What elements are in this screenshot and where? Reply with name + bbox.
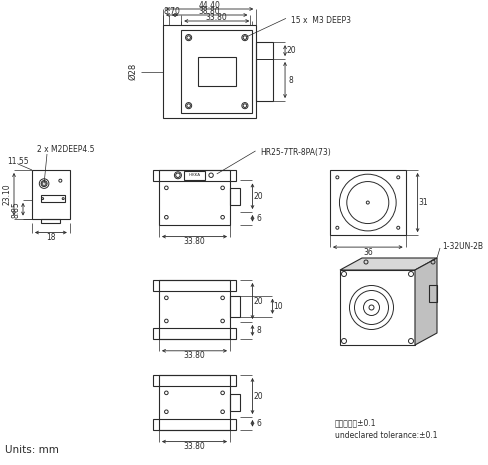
Bar xyxy=(41,219,61,223)
Bar xyxy=(159,170,230,225)
Text: 20: 20 xyxy=(254,192,264,201)
Bar xyxy=(32,170,70,219)
Text: 8: 8 xyxy=(289,75,293,85)
Bar xyxy=(330,170,406,235)
Text: Ø28: Ø28 xyxy=(128,63,138,80)
Polygon shape xyxy=(340,258,437,270)
Bar xyxy=(153,328,236,339)
Bar xyxy=(41,195,65,202)
Bar xyxy=(230,394,241,411)
Text: HIKKA: HIKKA xyxy=(188,173,201,177)
Text: 15 x  M3 DEEP3: 15 x M3 DEEP3 xyxy=(247,16,351,36)
Text: 33.80: 33.80 xyxy=(183,237,205,246)
Text: Units: mm: Units: mm xyxy=(5,445,59,455)
Bar xyxy=(163,25,256,118)
Text: 8: 8 xyxy=(256,326,261,335)
Bar xyxy=(429,286,437,302)
Text: HR25-7TR-8PA(73): HR25-7TR-8PA(73) xyxy=(217,148,331,174)
Bar xyxy=(153,419,236,430)
Polygon shape xyxy=(415,258,437,345)
Text: 38.80: 38.80 xyxy=(199,7,221,15)
Text: 33.80: 33.80 xyxy=(183,442,205,451)
Text: 33.80: 33.80 xyxy=(183,351,205,360)
Text: 8.85: 8.85 xyxy=(12,201,20,218)
Bar xyxy=(181,30,252,113)
Bar xyxy=(159,280,230,339)
Bar xyxy=(153,170,236,180)
Text: 1-32UN-2B: 1-32UN-2B xyxy=(442,241,483,251)
Text: 10: 10 xyxy=(274,302,284,311)
Text: 6: 6 xyxy=(256,214,261,223)
Text: 36: 36 xyxy=(363,247,373,257)
Bar xyxy=(230,188,241,205)
Text: 20: 20 xyxy=(286,46,296,55)
Text: 31: 31 xyxy=(419,198,428,207)
Text: 18: 18 xyxy=(46,233,56,242)
Bar xyxy=(153,280,236,291)
Text: 33.80: 33.80 xyxy=(206,13,227,21)
Bar xyxy=(198,57,236,86)
Bar xyxy=(153,375,236,385)
Text: undeclared tolerance:±0.1: undeclared tolerance:±0.1 xyxy=(335,431,438,440)
Bar xyxy=(159,375,230,430)
Text: 11.55: 11.55 xyxy=(7,157,29,166)
Text: 20: 20 xyxy=(254,297,264,306)
Bar xyxy=(184,171,205,179)
Bar xyxy=(340,270,415,345)
Text: 23.10: 23.10 xyxy=(2,184,12,205)
Text: 8.70: 8.70 xyxy=(163,7,181,15)
Text: 未标注公差±0.1: 未标注公差±0.1 xyxy=(335,418,377,427)
Text: 6: 6 xyxy=(256,419,261,428)
Bar xyxy=(230,296,241,317)
Text: 20: 20 xyxy=(254,392,264,400)
Text: 44.40: 44.40 xyxy=(199,0,221,9)
Text: 2 x M2DEEP4.5: 2 x M2DEEP4.5 xyxy=(37,145,95,154)
Bar xyxy=(256,42,273,101)
